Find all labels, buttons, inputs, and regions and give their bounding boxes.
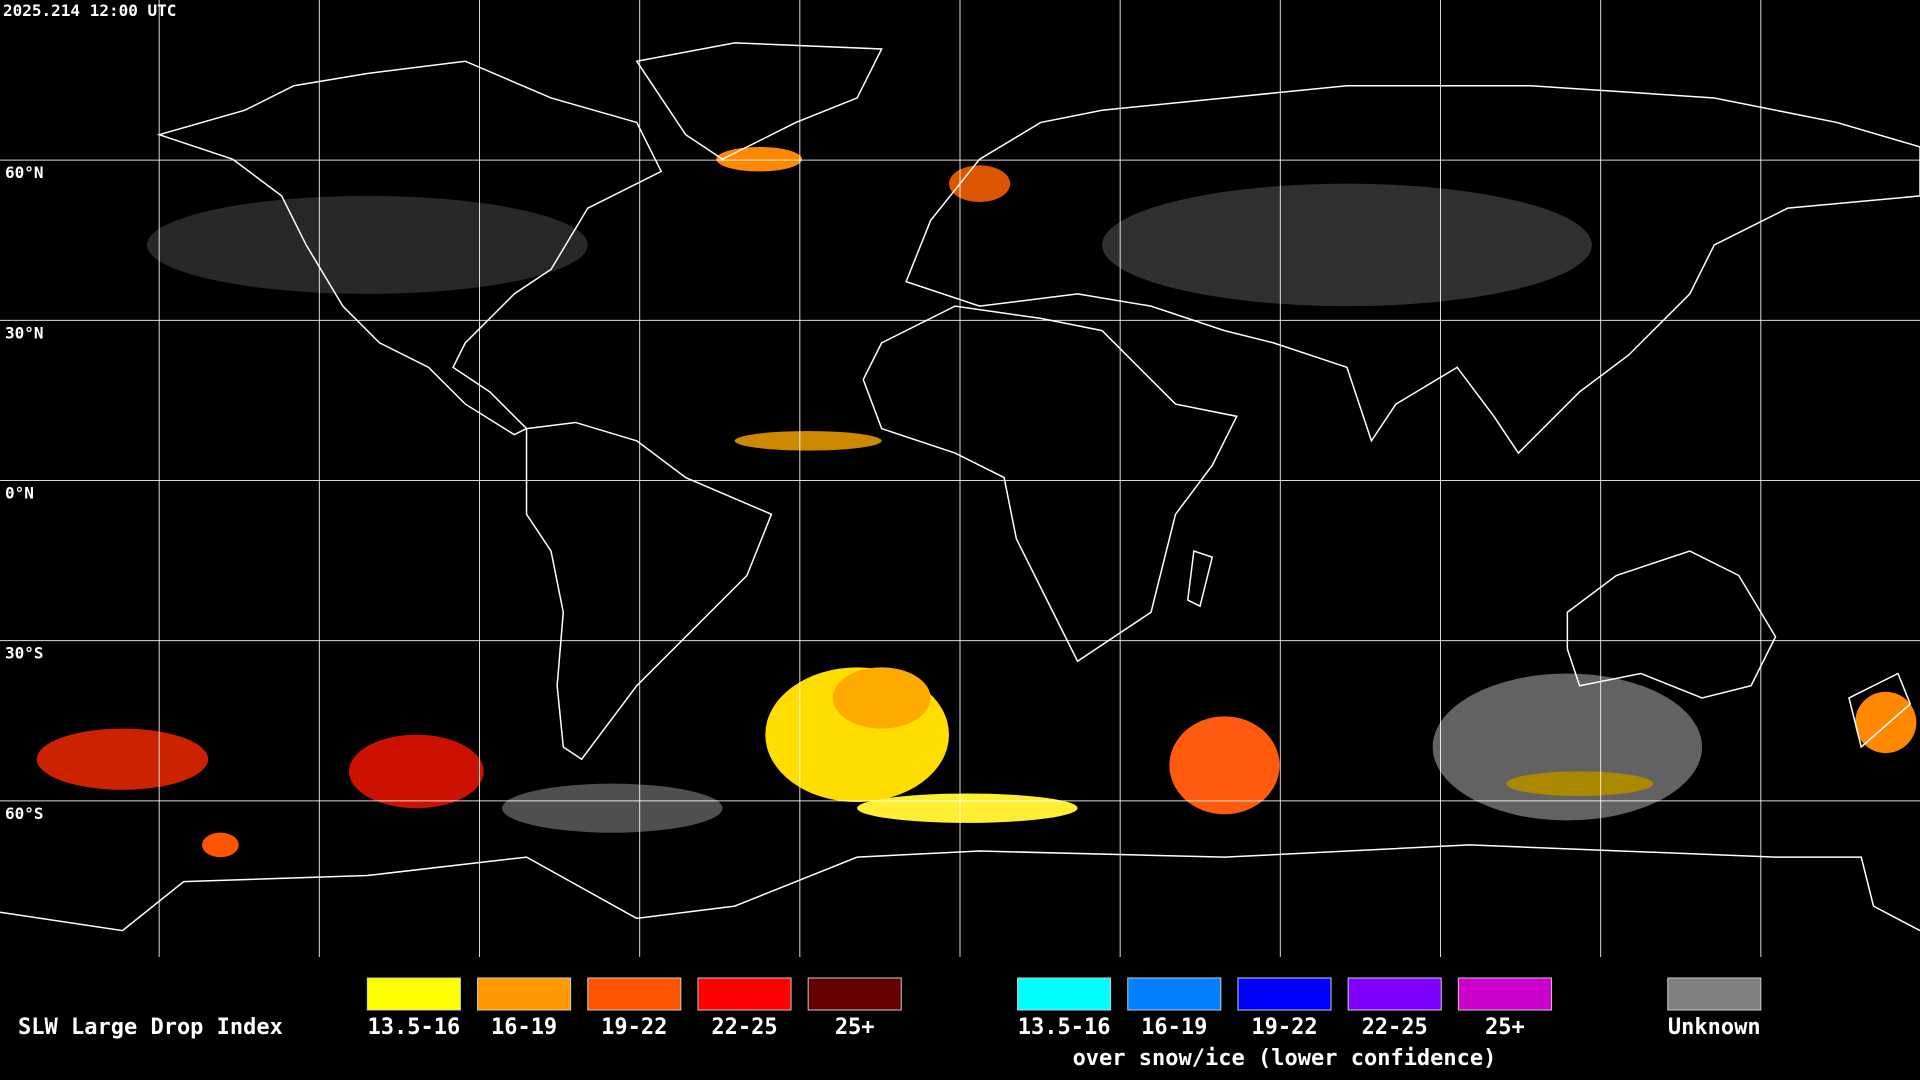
- cloud-orange: [832, 667, 931, 729]
- legend-label: 19-22: [1251, 1015, 1317, 1040]
- cloud-orange-red: [948, 165, 1011, 203]
- legend-label: 25+: [835, 1015, 875, 1040]
- legend-label: 19-22: [601, 1015, 667, 1040]
- legend-swatch: [807, 977, 902, 1011]
- legend-label: Unknown: [1668, 1015, 1761, 1040]
- latitude-label: 30°N: [5, 323, 44, 342]
- latitude-label: 60°N: [5, 163, 44, 182]
- latitude-label: 30°S: [5, 644, 44, 663]
- unknown-area: [1432, 673, 1703, 821]
- cloud-orange-red: [1169, 716, 1280, 815]
- latitude-label: 0°N: [5, 483, 34, 502]
- cloud-red: [348, 734, 484, 809]
- legend-note: over snow/ice (lower confidence): [1073, 1046, 1497, 1071]
- legend-panel: [0, 957, 1920, 1080]
- cloud-yellow: [857, 793, 1078, 823]
- legend-label: 25+: [1485, 1015, 1525, 1040]
- unknown-area: [1102, 183, 1592, 307]
- coastline: [906, 86, 1920, 453]
- coastline: [863, 306, 1236, 661]
- cloud-areas: [36, 146, 1917, 858]
- legend-label: 16-19: [1141, 1015, 1207, 1040]
- legend-swatch: [1347, 977, 1442, 1011]
- coastline: [1849, 673, 1910, 746]
- legend-swatch: [366, 977, 461, 1011]
- legend-label: 16-19: [491, 1015, 557, 1040]
- cloud-orange: [734, 431, 882, 451]
- legend-swatch: [587, 977, 682, 1011]
- coastline: [0, 845, 1920, 931]
- graticule: [0, 0, 1920, 957]
- coastline: [637, 43, 882, 159]
- coastline: [159, 61, 661, 434]
- legend-swatch: [1457, 977, 1552, 1011]
- legend: 13.5-16 16-19 19-22 22-25 25+ 13.5-16 16-19 19-…: [366, 977, 1762, 1071]
- legend-title: SLW Large Drop Index: [18, 1015, 283, 1040]
- coastline: [527, 422, 772, 759]
- cloud-orange: [1855, 691, 1917, 754]
- legend-label: 13.5-16: [1018, 1015, 1111, 1040]
- legend-swatch: [1237, 977, 1332, 1011]
- map-layer: [0, 43, 1920, 931]
- latitude-labels: 60°N 30°N 0°N 30°S 60°S: [5, 163, 44, 823]
- cloud-orange: [716, 146, 803, 172]
- legend-swatch: [697, 977, 792, 1011]
- cloud-orange-red: [202, 832, 239, 858]
- legend-label: 22-25: [1362, 1015, 1428, 1040]
- unknown-area: [146, 195, 588, 294]
- legend-label: 22-25: [711, 1015, 777, 1040]
- coastline: [1188, 551, 1212, 606]
- legend-label: 13.5-16: [368, 1015, 461, 1040]
- cloud-red: [36, 728, 209, 790]
- unknown-area: [502, 783, 723, 833]
- cloud-orange: [1506, 771, 1654, 796]
- coastline: [1567, 551, 1775, 698]
- legend-swatch: [1667, 977, 1762, 1011]
- latitude-label: 60°S: [5, 804, 44, 823]
- coastlines: [0, 43, 1920, 931]
- legend-swatch: [1127, 977, 1222, 1011]
- timestamp: 2025.214 12:00 UTC: [3, 1, 176, 20]
- legend-swatch: [1017, 977, 1112, 1011]
- legend-swatch: [477, 977, 572, 1011]
